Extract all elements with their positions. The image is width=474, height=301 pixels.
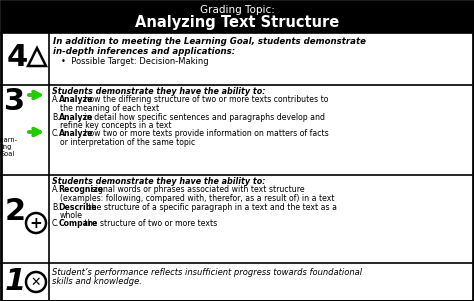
Text: Analyze: Analyze: [59, 113, 93, 122]
Text: C.: C.: [52, 129, 60, 138]
Text: skills and knowledge.: skills and knowledge.: [52, 277, 142, 286]
Text: Analyze: Analyze: [59, 129, 93, 138]
Text: Students demonstrate they have the ability to:: Students demonstrate they have the abili…: [52, 87, 265, 96]
Text: A.: A.: [52, 95, 60, 104]
Text: the meaning of each text: the meaning of each text: [60, 104, 159, 113]
Text: +: +: [29, 216, 42, 231]
Text: B.: B.: [52, 113, 60, 122]
Text: Analyze: Analyze: [59, 95, 93, 104]
Text: or interpretation of the same topic: or interpretation of the same topic: [60, 138, 195, 147]
Text: in-depth inferences and applications:: in-depth inferences and applications:: [53, 46, 235, 55]
Text: Student’s performance reflects insufficient progress towards foundational: Student’s performance reflects insuffici…: [52, 268, 362, 277]
Text: 2: 2: [4, 197, 26, 225]
Text: the structure of a specific paragraph in a text and the text as a: the structure of a specific paragraph in…: [86, 203, 337, 212]
Text: Analyzing Text Structure: Analyzing Text Structure: [135, 15, 339, 30]
Text: C.: C.: [52, 219, 60, 228]
Text: Grading Topic:: Grading Topic:: [200, 5, 274, 15]
Text: whole: whole: [60, 211, 83, 220]
Text: Learn-
ing
Goal: Learn- ing Goal: [0, 137, 18, 157]
Text: Students demonstrate they have the ability to:: Students demonstrate they have the abili…: [52, 177, 265, 186]
Text: in detail how specific sentences and paragraphs develop and: in detail how specific sentences and par…: [82, 113, 325, 122]
Text: A.: A.: [52, 185, 60, 194]
Text: refine key concepts in a text: refine key concepts in a text: [60, 121, 172, 130]
Text: 4: 4: [6, 42, 27, 72]
Text: 3: 3: [4, 86, 26, 116]
Text: •  Possible Target: Decision-Making: • Possible Target: Decision-Making: [61, 57, 209, 66]
Text: how the differing structure of two or more texts contributes to: how the differing structure of two or mo…: [82, 95, 328, 104]
Bar: [1, 1, 473, 33]
Text: (examples: following, compared with, therefor, as a result of) in a text: (examples: following, compared with, the…: [60, 194, 335, 203]
Text: In addition to meeting the Learning Goal, students demonstrate: In addition to meeting the Learning Goal…: [53, 37, 366, 46]
Text: how two or more texts provide information on matters of facts: how two or more texts provide informatio…: [82, 129, 329, 138]
Text: B.: B.: [52, 203, 60, 212]
Text: Compare: Compare: [59, 219, 98, 228]
Text: the structure of two or more texts: the structure of two or more texts: [82, 219, 218, 228]
Text: ✕: ✕: [31, 276, 41, 289]
Text: 1: 1: [4, 268, 26, 296]
Text: Recognize: Recognize: [59, 185, 104, 194]
Text: signal words or phrases associated with text structure: signal words or phrases associated with …: [89, 185, 305, 194]
Text: Describe: Describe: [59, 203, 97, 212]
